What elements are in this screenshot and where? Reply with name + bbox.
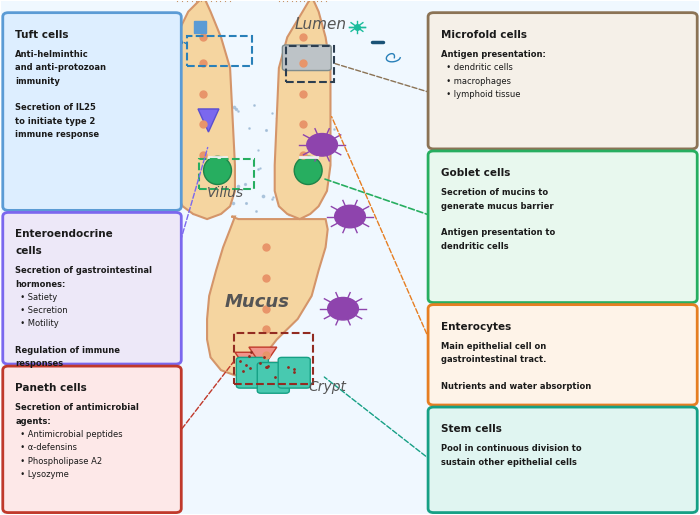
- Text: Main epithelial cell on: Main epithelial cell on: [440, 342, 546, 351]
- Text: Enterocytes: Enterocytes: [440, 321, 511, 332]
- Text: • Secretion: • Secretion: [15, 306, 68, 315]
- Text: Secretion of gastrointestinal: Secretion of gastrointestinal: [15, 266, 153, 275]
- Polygon shape: [249, 347, 276, 368]
- Text: Microfold cells: Microfold cells: [440, 29, 526, 40]
- Text: Villus: Villus: [207, 186, 244, 200]
- Text: dendritic cells: dendritic cells: [440, 242, 508, 251]
- Text: agents:: agents:: [15, 417, 51, 426]
- Polygon shape: [207, 216, 328, 375]
- Text: • macrophages: • macrophages: [440, 77, 510, 85]
- Polygon shape: [274, 0, 330, 219]
- Text: Antigen presentation:: Antigen presentation:: [440, 50, 545, 59]
- Polygon shape: [235, 352, 262, 373]
- Text: gastrointestinal tract.: gastrointestinal tract.: [440, 355, 546, 364]
- Text: • α-defensins: • α-defensins: [15, 443, 77, 453]
- FancyBboxPatch shape: [428, 407, 697, 512]
- FancyBboxPatch shape: [428, 151, 697, 303]
- Text: Lumen: Lumen: [294, 17, 346, 32]
- Text: • Antimicrobial peptides: • Antimicrobial peptides: [15, 430, 123, 439]
- Text: sustain other epithelial cells: sustain other epithelial cells: [440, 458, 577, 467]
- Text: • Phospholipase A2: • Phospholipase A2: [15, 457, 102, 466]
- Text: Pool in continuous division to: Pool in continuous division to: [440, 444, 581, 454]
- FancyBboxPatch shape: [3, 212, 181, 364]
- Text: Mucus: Mucus: [225, 294, 290, 312]
- Text: to initiate type 2: to initiate type 2: [15, 116, 96, 126]
- Text: Goblet cells: Goblet cells: [440, 168, 510, 178]
- Text: Paneth cells: Paneth cells: [15, 383, 87, 393]
- Ellipse shape: [204, 157, 232, 184]
- Text: Nutrients and water absorption: Nutrients and water absorption: [440, 382, 591, 391]
- Text: hormones:: hormones:: [15, 280, 66, 288]
- Text: and anti-protozoan: and anti-protozoan: [15, 63, 106, 73]
- Circle shape: [335, 205, 365, 228]
- Text: immune response: immune response: [15, 130, 99, 139]
- Text: generate mucus barrier: generate mucus barrier: [440, 202, 553, 211]
- Text: Regulation of immune: Regulation of immune: [15, 346, 120, 355]
- Text: • Motility: • Motility: [15, 319, 59, 329]
- Text: Anti-helminthic: Anti-helminthic: [15, 50, 89, 59]
- FancyBboxPatch shape: [237, 357, 268, 388]
- Text: • Lysozyme: • Lysozyme: [15, 470, 69, 479]
- Polygon shape: [171, 0, 235, 219]
- FancyBboxPatch shape: [278, 357, 310, 388]
- Text: Secretion of mucins to: Secretion of mucins to: [440, 188, 548, 197]
- FancyBboxPatch shape: [258, 363, 289, 393]
- Ellipse shape: [294, 157, 322, 184]
- Text: Enteroendocrine: Enteroendocrine: [15, 229, 113, 239]
- FancyBboxPatch shape: [3, 366, 181, 512]
- FancyBboxPatch shape: [282, 45, 331, 71]
- Text: Antigen presentation to: Antigen presentation to: [440, 228, 555, 237]
- Text: Stem cells: Stem cells: [440, 424, 501, 434]
- Text: • lymphoid tissue: • lymphoid tissue: [440, 90, 520, 99]
- FancyBboxPatch shape: [428, 13, 697, 149]
- Text: Secretion of IL25: Secretion of IL25: [15, 104, 96, 112]
- Polygon shape: [198, 109, 219, 132]
- FancyBboxPatch shape: [3, 13, 181, 210]
- Text: • Satiety: • Satiety: [15, 293, 57, 302]
- Text: • dendritic cells: • dendritic cells: [440, 63, 512, 73]
- FancyBboxPatch shape: [428, 305, 697, 405]
- Text: Crypt: Crypt: [308, 381, 346, 394]
- Text: immunity: immunity: [15, 77, 60, 85]
- Circle shape: [328, 298, 358, 320]
- Text: cells: cells: [15, 246, 42, 256]
- Text: Tuft cells: Tuft cells: [15, 29, 69, 40]
- Polygon shape: [266, 363, 294, 383]
- Text: Secretion of antimicrobial: Secretion of antimicrobial: [15, 403, 139, 413]
- Text: responses: responses: [15, 359, 64, 368]
- Circle shape: [307, 133, 337, 156]
